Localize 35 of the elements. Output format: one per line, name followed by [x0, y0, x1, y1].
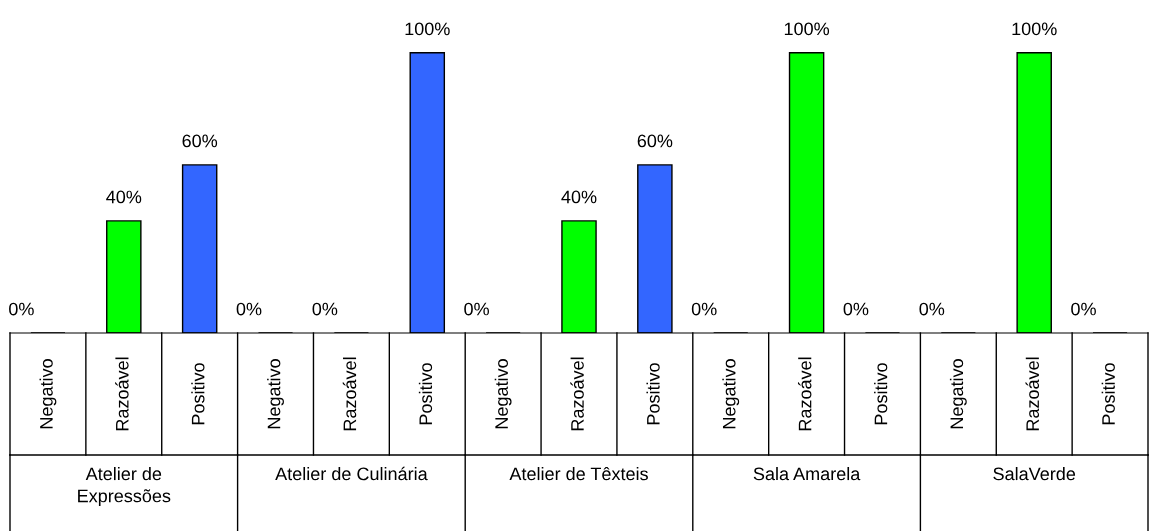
text: SalaVerde [993, 467, 1076, 481]
data-label: 0% [1071, 302, 1096, 316]
data-label: 100% [405, 22, 450, 36]
data-label: 100% [1012, 22, 1057, 36]
data-label: 0% [691, 302, 717, 316]
data-label: 0% [464, 302, 489, 316]
x-tick-label: Razoável [1025, 357, 1040, 431]
data-label: 0% [236, 302, 262, 316]
data-label: 60% [182, 134, 218, 148]
x-tick-label: Positivo [646, 363, 660, 425]
x-tick-label: Razoável [115, 357, 129, 431]
x-tick-label: Negativo [267, 359, 284, 429]
x-tick-label: Positivo [1101, 363, 1115, 425]
x-tick-label: Razoável [342, 357, 357, 431]
data-label: 40% [106, 190, 142, 204]
text: Atelier de Culinária [275, 466, 428, 481]
x-tick-label: Positivo [418, 363, 433, 425]
x-tick-label: Negativo [722, 359, 740, 429]
data-label: 40% [561, 190, 597, 204]
text: Atelier de Expressões [78, 467, 171, 506]
x-tick-label: Negativo [39, 359, 57, 429]
x-tick-label: Positivo [874, 363, 888, 425]
data-label: 0% [9, 302, 34, 316]
x-tick-label: Razoável [797, 357, 812, 431]
x-tick-label: Positivo [191, 363, 205, 425]
x-tick-label: Razoável [570, 357, 584, 431]
text: Sala Amarela [753, 467, 861, 481]
data-label: 0% [843, 302, 869, 316]
text: Atelier de Têxteis [509, 466, 648, 481]
data-label: 60% [637, 134, 673, 148]
data-label: 100% [784, 22, 830, 36]
x-tick-label: Negativo [949, 359, 967, 429]
data-label: 0% [312, 302, 338, 316]
data-label: 0% [919, 302, 945, 316]
x-tick-label: Negativo [494, 359, 512, 429]
